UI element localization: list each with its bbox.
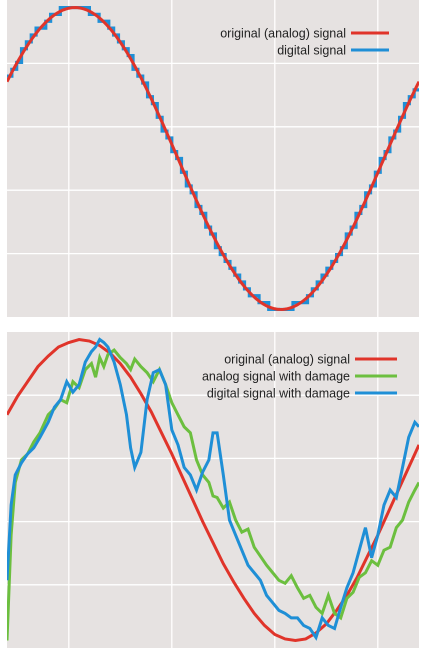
legend-label-analog-signal-with-damage: analog signal with damage (202, 370, 350, 384)
chart-top: original (analog) signal digital signal (7, 0, 419, 317)
series-line-digital-signal-with-damage (7, 337, 419, 641)
plot-area (7, 337, 419, 642)
legend-label-original-analog-signal: original (analog) signal (224, 353, 350, 367)
legend-label-original-analog-signal: original (analog) signal (220, 27, 346, 41)
plot-background (7, 0, 419, 317)
series-line-original-analog-signal (7, 337, 419, 642)
series-line-original-analog-signal (7, 6, 419, 311)
chart-bottom: original (analog) signal analog signal wi… (7, 332, 419, 648)
plot-area (7, 5, 419, 312)
legend-label-digital-signal-with-damage: digital signal with damage (207, 387, 350, 401)
legend-label-digital-signal: digital signal (277, 44, 346, 58)
